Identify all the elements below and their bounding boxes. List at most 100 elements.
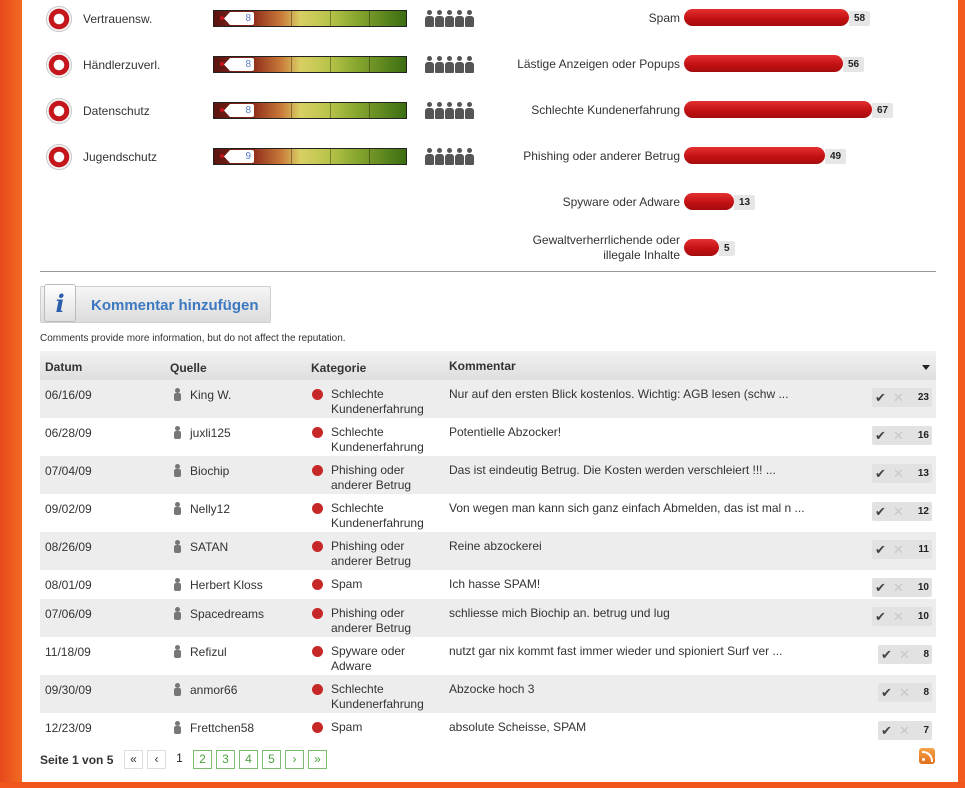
vote-down-x-icon[interactable]: ✕: [899, 647, 910, 662]
vote-down-x-icon[interactable]: ✕: [893, 504, 904, 519]
rating-label: Jugendschutz: [83, 150, 158, 164]
row-date: 07/04/09: [45, 464, 92, 478]
table-row: 09/02/09 Nelly12 Schlechte Kundenerfahrun…: [40, 494, 936, 532]
row-category-line1: Spam: [331, 720, 363, 734]
confidence-people-icon: [425, 102, 477, 119]
header-comment[interactable]: Kommentar: [449, 359, 516, 373]
vote-box: ✔ ✕ 12: [872, 502, 932, 521]
add-comment-button[interactable]: i Kommentar hinzufügen: [40, 284, 271, 323]
row-comment[interactable]: Von wegen man kann sich ganz einfach Abm…: [449, 501, 805, 515]
vote-down-x-icon[interactable]: ✕: [893, 542, 904, 557]
row-category: Schlechte Kundenerfahrung: [312, 387, 461, 417]
user-icon: [173, 683, 182, 696]
abuse-row-illegal: Gewaltverherrlichende oder illegale Inhal…: [462, 233, 942, 264]
sort-arrow-icon[interactable]: [922, 365, 930, 370]
row-source[interactable]: Spacedreams: [174, 607, 265, 621]
row-source-name[interactable]: Frettchen58: [190, 721, 255, 735]
vote-up-check-icon[interactable]: ✔: [875, 580, 886, 595]
vote-down-x-icon[interactable]: ✕: [899, 723, 910, 738]
vote-down-x-icon[interactable]: ✕: [893, 609, 904, 624]
vote-up-check-icon[interactable]: ✔: [881, 723, 892, 738]
add-comment-label: Kommentar hinzufügen: [91, 297, 259, 314]
vote-down-x-icon[interactable]: ✕: [899, 685, 910, 700]
vote-up-check-icon[interactable]: ✔: [881, 685, 892, 700]
page-info-total: 5: [106, 753, 114, 767]
vote-box: ✔ ✕ 8: [878, 645, 932, 664]
row-source[interactable]: King W.: [174, 388, 232, 402]
row-source[interactable]: Nelly12: [174, 502, 231, 516]
prev-page-button[interactable]: ‹: [147, 750, 166, 769]
rating-dot-icon: [220, 16, 224, 20]
rating-score: 8: [224, 58, 254, 71]
first-page-button[interactable]: «: [124, 750, 143, 769]
vote-down-x-icon[interactable]: ✕: [893, 580, 904, 595]
row-comment[interactable]: Nur auf den ersten Blick kostenlos. Wich…: [449, 387, 789, 401]
row-source[interactable]: Herbert Kloss: [174, 578, 263, 592]
user-icon: [173, 502, 182, 515]
table-header: Datum Quelle Kategorie Kommentar: [40, 351, 936, 380]
row-source[interactable]: Refizul: [174, 645, 227, 659]
rating-ring-icon: [46, 144, 72, 170]
row-source-name[interactable]: anmor66: [190, 683, 238, 697]
page-4-button[interactable]: 4: [239, 750, 258, 769]
vote-up-check-icon[interactable]: ✔: [875, 609, 886, 624]
vote-up-check-icon[interactable]: ✔: [875, 504, 886, 519]
table-row: 11/18/09 Refizul Spyware oder Adware nutz…: [40, 637, 936, 675]
category-dot-icon: [312, 684, 323, 695]
rss-icon[interactable]: [919, 748, 935, 764]
row-source[interactable]: juxli125: [174, 426, 231, 440]
table-row: 07/06/09 Spacedreams Phishing oder andere…: [40, 599, 936, 637]
vote-box: ✔ ✕ 11: [872, 540, 932, 559]
header-date[interactable]: Datum: [45, 360, 83, 374]
page-5-button[interactable]: 5: [262, 750, 281, 769]
vote-up-check-icon[interactable]: ✔: [875, 542, 886, 557]
page-2-button[interactable]: 2: [193, 750, 212, 769]
row-source-name[interactable]: Herbert Kloss: [190, 578, 263, 592]
abuse-row-spyware: Spyware oder Adware 13: [462, 188, 942, 218]
row-source-name[interactable]: Spacedreams: [190, 607, 265, 621]
header-source[interactable]: Quelle: [170, 361, 207, 375]
vote-up-check-icon[interactable]: ✔: [881, 647, 892, 662]
rating-dot-icon: [220, 108, 224, 112]
vote-down-x-icon[interactable]: ✕: [893, 390, 904, 405]
row-comment[interactable]: absolute Scheisse, SPAM: [449, 720, 587, 734]
row-source[interactable]: Frettchen58: [174, 721, 255, 735]
row-source-name[interactable]: juxli125: [190, 426, 231, 440]
vote-down-x-icon[interactable]: ✕: [893, 428, 904, 443]
header-category[interactable]: Kategorie: [311, 361, 367, 375]
page-3-button[interactable]: 3: [216, 750, 235, 769]
last-page-button[interactable]: »: [308, 750, 327, 769]
row-comment[interactable]: nutzt gar nix kommt fast immer wieder un…: [449, 644, 783, 658]
row-source[interactable]: SATAN: [174, 540, 229, 554]
row-category-line1: Schlechte: [331, 501, 384, 515]
row-source-name[interactable]: Refizul: [190, 645, 227, 659]
vote-up-check-icon[interactable]: ✔: [875, 390, 886, 405]
rating-dot-icon: [220, 154, 224, 158]
vote-up-check-icon[interactable]: ✔: [875, 428, 886, 443]
row-source-name[interactable]: Biochip: [190, 464, 230, 478]
abuse-count: 56: [843, 57, 865, 72]
row-comment[interactable]: Reine abzockerei: [449, 539, 542, 553]
row-source-name[interactable]: King W.: [190, 388, 232, 402]
abuse-bar: [684, 193, 734, 210]
row-category-line2: anderer Betrug: [331, 554, 412, 568]
abuse-label-line1: Gewaltverherrlichende oder: [532, 233, 680, 247]
row-source[interactable]: Biochip: [174, 464, 230, 478]
row-comment[interactable]: Ich hasse SPAM!: [449, 577, 541, 591]
vote-up-check-icon[interactable]: ✔: [875, 466, 886, 481]
abuse-label-line2: illegale Inhalte: [603, 248, 680, 262]
row-comment[interactable]: schliesse mich Biochip an. betrug und lu…: [449, 606, 670, 620]
next-page-button[interactable]: ›: [285, 750, 304, 769]
rating-row-privacy: Datenschutz 8: [46, 96, 486, 126]
row-comment[interactable]: Das ist eindeutig Betrug. Die Kosten wer…: [449, 463, 776, 477]
abuse-bar: [684, 101, 872, 118]
row-source[interactable]: anmor66: [174, 683, 238, 697]
user-icon: [173, 426, 182, 439]
vote-down-x-icon[interactable]: ✕: [893, 466, 904, 481]
row-category-line1: Phishing oder: [331, 463, 405, 477]
row-comment[interactable]: Potentielle Abzocker!: [449, 425, 562, 439]
row-source-name[interactable]: Nelly12: [190, 502, 231, 516]
row-source-name[interactable]: SATAN: [190, 540, 229, 554]
confidence-people-icon: [425, 10, 477, 27]
row-comment[interactable]: Abzocke hoch 3: [449, 682, 535, 696]
